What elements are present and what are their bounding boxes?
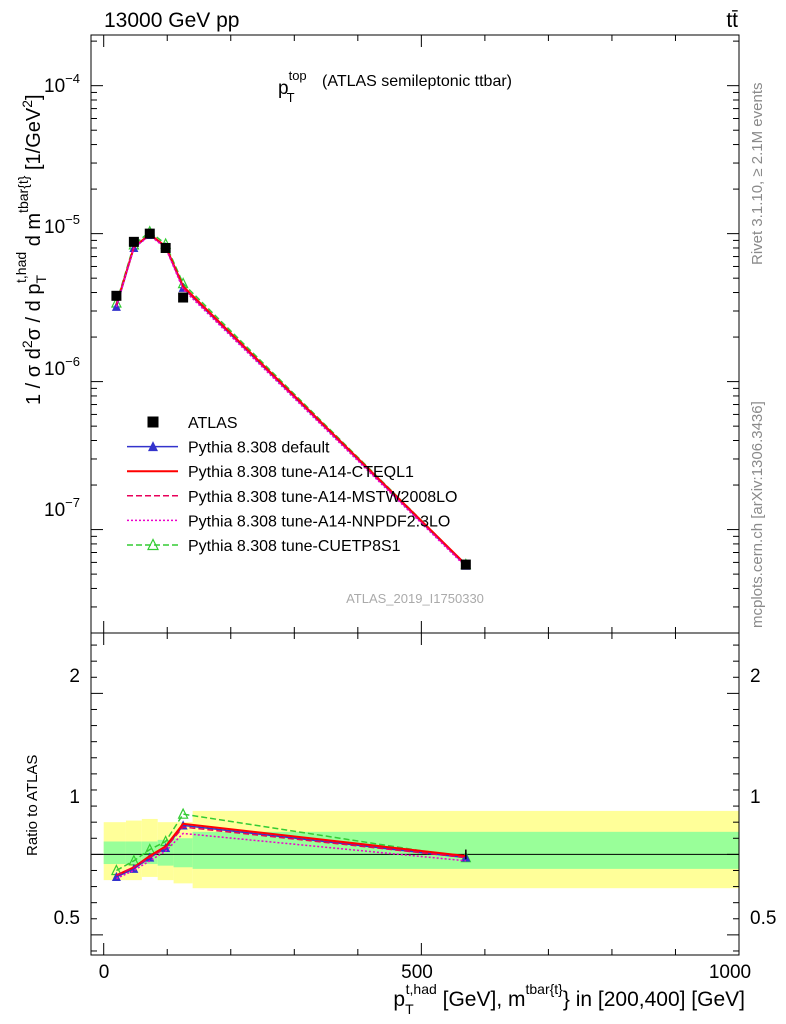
main-y-axis-label: 1 / σ d2σ / d pTt,had d mtbar{t} [1/GeV2…: [13, 94, 49, 405]
atlas-data-point: [111, 290, 122, 301]
series-line-3: [116, 826, 466, 876]
series-line-4: [116, 832, 466, 880]
main-y-tick-label-1e-4: 10−4: [44, 71, 80, 97]
x-tick-labels: 0 500 1000: [99, 962, 751, 983]
legend-marker-1: [148, 441, 158, 452]
legend-entry-3: Pythia 8.308 tune-A14-MSTW2008LO: [127, 489, 457, 506]
legend-label-3: Pythia 8.308 tune-A14-MSTW2008LO: [188, 489, 457, 506]
legend-label-4: Pythia 8.308 tune-A14-NNPDF2.3LO: [188, 513, 450, 530]
atlas-data-point: [160, 242, 171, 253]
rivet-version-label: Rivet 3.1.10, ≥ 2.1M events: [749, 83, 766, 266]
mcplots-reference-label: mcplots.cern.ch [arXiv:1306.3436]: [749, 401, 766, 628]
x-axis-label: pTt,had [GeV], mtbar{t}} in [200,400] [G…: [393, 981, 745, 1017]
legend-entry-0: ATLAS: [147, 415, 238, 432]
atlas-data-point: [178, 292, 189, 303]
atlas-data-point: [144, 228, 155, 239]
main-series: [110, 225, 472, 570]
ratio-y-tick-label-2: 2: [69, 666, 80, 687]
band-inner-3: [157, 839, 174, 866]
plot-title: ptop T: [278, 68, 307, 105]
series-line-5: [116, 813, 466, 872]
legend-entry-4: Pythia 8.308 tune-A14-NNPDF2.3LO: [127, 513, 450, 530]
legend-swatch-0: [147, 416, 159, 428]
series-line-2: [115, 822, 466, 877]
ratio-y-tick-labels-right: 2 1 0.5: [750, 666, 776, 929]
plot-title-description: (ATLAS semileptonic ttbar): [322, 73, 512, 90]
legend-label-1: Pythia 8.308 default: [188, 440, 330, 457]
main-y-tick-label-1e-5: 10−5: [44, 212, 80, 238]
legend: ATLAS Pythia 8.308 default Pythia 8.308 tu…: [127, 415, 457, 555]
series-marker-1: [129, 863, 139, 873]
series-line-4: [115, 234, 467, 568]
ratio-y-tick-label-right-1: 1: [750, 787, 761, 808]
ratio-y-axis-label: Ratio to ATLAS: [24, 755, 41, 856]
x-tick-label-0: 0: [99, 962, 110, 983]
legend-marker-5: [147, 538, 159, 551]
ratio-y-tick-label-0.5: 0.5: [54, 908, 80, 929]
legend-entry-1: Pythia 8.308 default: [127, 440, 330, 457]
energy-label: 13000 GeV pp: [104, 9, 239, 32]
main-y-tick-label-1e-7: 10−7: [44, 495, 80, 521]
axis-ticks: [91, 35, 740, 955]
legend-label-0: ATLAS: [188, 415, 238, 432]
atlas-data-point: [460, 559, 471, 570]
ratio-y-tick-label-right-0.5: 0.5: [750, 908, 776, 929]
ratio-series: [110, 807, 472, 881]
series-marker-5: [177, 807, 189, 819]
x-tick-label-500: 500: [401, 962, 433, 983]
x-tick-label-1000: 1000: [709, 962, 751, 983]
series-marker-1: [111, 871, 121, 881]
band-inner-4: [173, 838, 193, 868]
legend-label-5: Pythia 8.308 tune-CUETP8S1: [188, 538, 401, 555]
process-label: tt̄: [726, 9, 738, 32]
ratio-y-tick-label-1: 1: [69, 787, 80, 808]
ratio-y-tick-label-right-2: 2: [750, 666, 761, 687]
legend-entry-5: Pythia 8.308 tune-CUETP8S1: [127, 538, 401, 555]
atlas-data-point: [128, 236, 139, 247]
band-inner-1: [125, 841, 142, 865]
ratio-y-tick-labels-left: 2 1 0.5: [54, 666, 80, 929]
main-y-tick-labels: 10−7 10−6 10−5 10−4: [44, 71, 80, 521]
ratio-plot-frame: [90, 632, 740, 956]
main-y-tick-label-1e-6: 10−6: [44, 354, 80, 380]
band-inner-0: [103, 841, 126, 865]
analysis-watermark: ATLAS_2019_I1750330: [346, 591, 484, 606]
legend-label-2: Pythia 8.308 tune-A14-CTEQL1: [188, 464, 414, 481]
legend-entry-2: Pythia 8.308 tune-A14-CTEQL1: [127, 464, 414, 481]
